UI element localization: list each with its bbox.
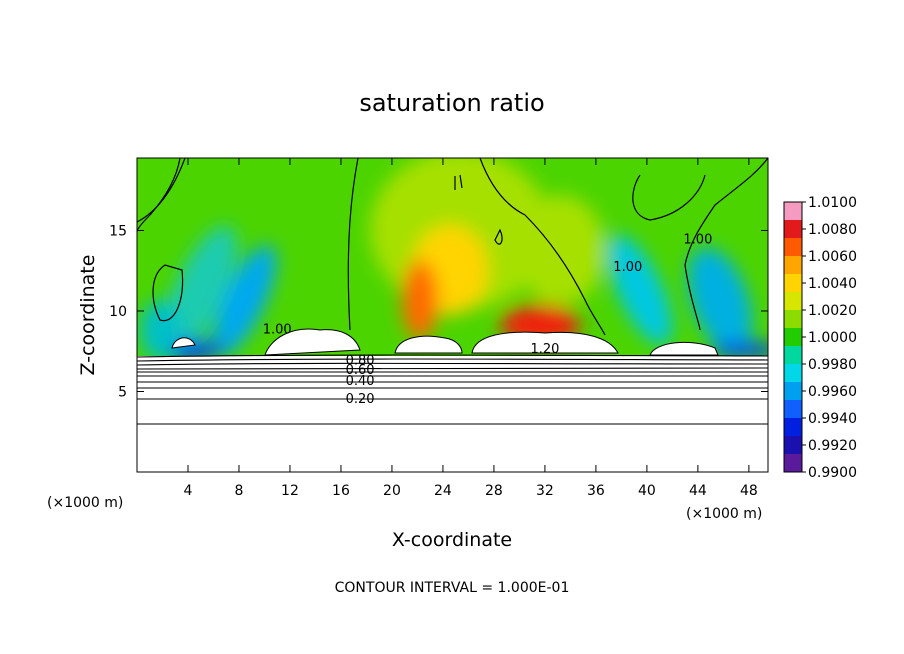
colorbar-swatch bbox=[784, 238, 802, 257]
colorbar-label: 1.0080 bbox=[808, 222, 857, 238]
x-tick-label: 40 bbox=[638, 483, 656, 499]
colorbar-label: 0.9960 bbox=[808, 384, 857, 400]
colorbar-swatch bbox=[784, 454, 802, 473]
contour-label: 0.40 bbox=[346, 374, 375, 389]
colorbar: 1.0100 1.0080 1.0060 1.0040 1.0020 1.0000 0.99… bbox=[783, 195, 857, 481]
x-tick-label: 8 bbox=[235, 483, 244, 499]
y-tick-label: 5 bbox=[118, 384, 127, 400]
contour-label: 0.20 bbox=[346, 392, 375, 407]
colorbar-swatch bbox=[784, 274, 802, 293]
y-axis-title: Z-coordinate bbox=[77, 255, 99, 376]
colorbar-swatch bbox=[784, 202, 802, 221]
colorbar-label: 1.0060 bbox=[808, 249, 857, 265]
x-tick-label: 16 bbox=[332, 483, 350, 499]
x-tick-label: 12 bbox=[281, 483, 299, 499]
colorbar-swatch bbox=[784, 310, 802, 329]
x-tick-label: 4 bbox=[184, 483, 193, 499]
colorbar-label: 0.9980 bbox=[808, 357, 857, 373]
colorbar-swatch bbox=[784, 292, 802, 311]
colorbar-label: 1.0100 bbox=[808, 195, 857, 211]
colorbar-swatch bbox=[784, 382, 802, 401]
colorbar-label: 0.9900 bbox=[808, 465, 857, 481]
contour-label: 0.60 bbox=[346, 363, 375, 378]
colorbar-swatch bbox=[784, 256, 802, 275]
contour-interval-note: CONTOUR INTERVAL = 1.000E-01 bbox=[335, 580, 570, 596]
x-tick-label: 20 bbox=[383, 483, 401, 499]
x-axis-title: X-coordinate bbox=[392, 529, 512, 551]
colorbar-swatch bbox=[784, 418, 802, 437]
contour-label: 1.00 bbox=[613, 260, 642, 275]
colorbar-label: 0.9920 bbox=[808, 438, 857, 454]
x-tick-label: 48 bbox=[740, 483, 758, 499]
contour-label: 0.80 bbox=[346, 353, 375, 368]
colorbar-swatch bbox=[784, 328, 802, 347]
colorbar-label: 1.0020 bbox=[808, 303, 857, 319]
contour-label: 1.00 bbox=[683, 233, 712, 248]
x-unit-label-left: (×1000 m) bbox=[47, 495, 123, 511]
contour-label: 1.00 bbox=[263, 323, 292, 338]
colorbar-swatch bbox=[784, 364, 802, 383]
x-tick-label: 44 bbox=[689, 483, 707, 499]
x-tick-label: 24 bbox=[434, 483, 452, 499]
colorbar-swatch bbox=[784, 346, 802, 365]
x-tick-label: 32 bbox=[536, 483, 554, 499]
x-tick-label: 36 bbox=[587, 483, 605, 499]
colorbar-label: 1.0040 bbox=[808, 276, 857, 292]
x-tick-label: 28 bbox=[485, 483, 503, 499]
colorbar-label: 1.0000 bbox=[808, 330, 857, 346]
x-unit-label-right: (×1000 m) bbox=[686, 506, 762, 522]
plot-frame bbox=[136, 157, 769, 473]
colorbar-swatch bbox=[784, 400, 802, 419]
colorbar-swatch bbox=[784, 220, 802, 239]
heatmap-field bbox=[137, 158, 768, 472]
y-tick-label: 10 bbox=[109, 304, 127, 320]
contour-label: 1.20 bbox=[530, 342, 559, 357]
contour-labels: 1.00 1.00 1.00 1.20 0.800.600.40 0.20 bbox=[263, 233, 713, 407]
colorbar-label: 0.9940 bbox=[808, 411, 857, 427]
chart-title: saturation ratio bbox=[359, 89, 544, 117]
y-tick-label: 15 bbox=[109, 223, 127, 239]
colorbar-swatch bbox=[784, 436, 802, 455]
